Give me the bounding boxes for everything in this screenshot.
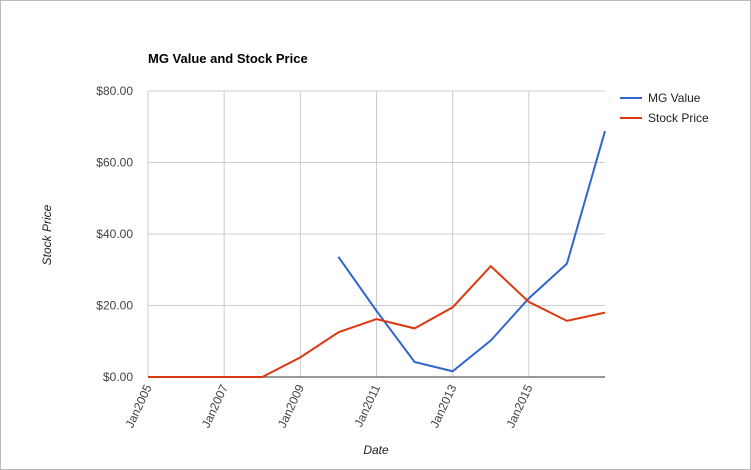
chart-title: MG Value and Stock Price bbox=[148, 51, 308, 66]
y-tick-label: $40.00 bbox=[96, 227, 133, 241]
line-series bbox=[148, 264, 606, 378]
line-series bbox=[337, 130, 606, 373]
y-tick-label: $20.00 bbox=[96, 299, 133, 313]
y-axis-title: Stock Price bbox=[40, 204, 54, 265]
y-tick-label: $80.00 bbox=[96, 84, 133, 98]
legend-label: MG Value bbox=[648, 91, 701, 105]
y-tick-label: $60.00 bbox=[96, 156, 133, 170]
y-tick-label: $0.00 bbox=[103, 370, 133, 384]
x-axis-title: Date bbox=[363, 443, 389, 457]
legend-label: Stock Price bbox=[648, 111, 709, 125]
